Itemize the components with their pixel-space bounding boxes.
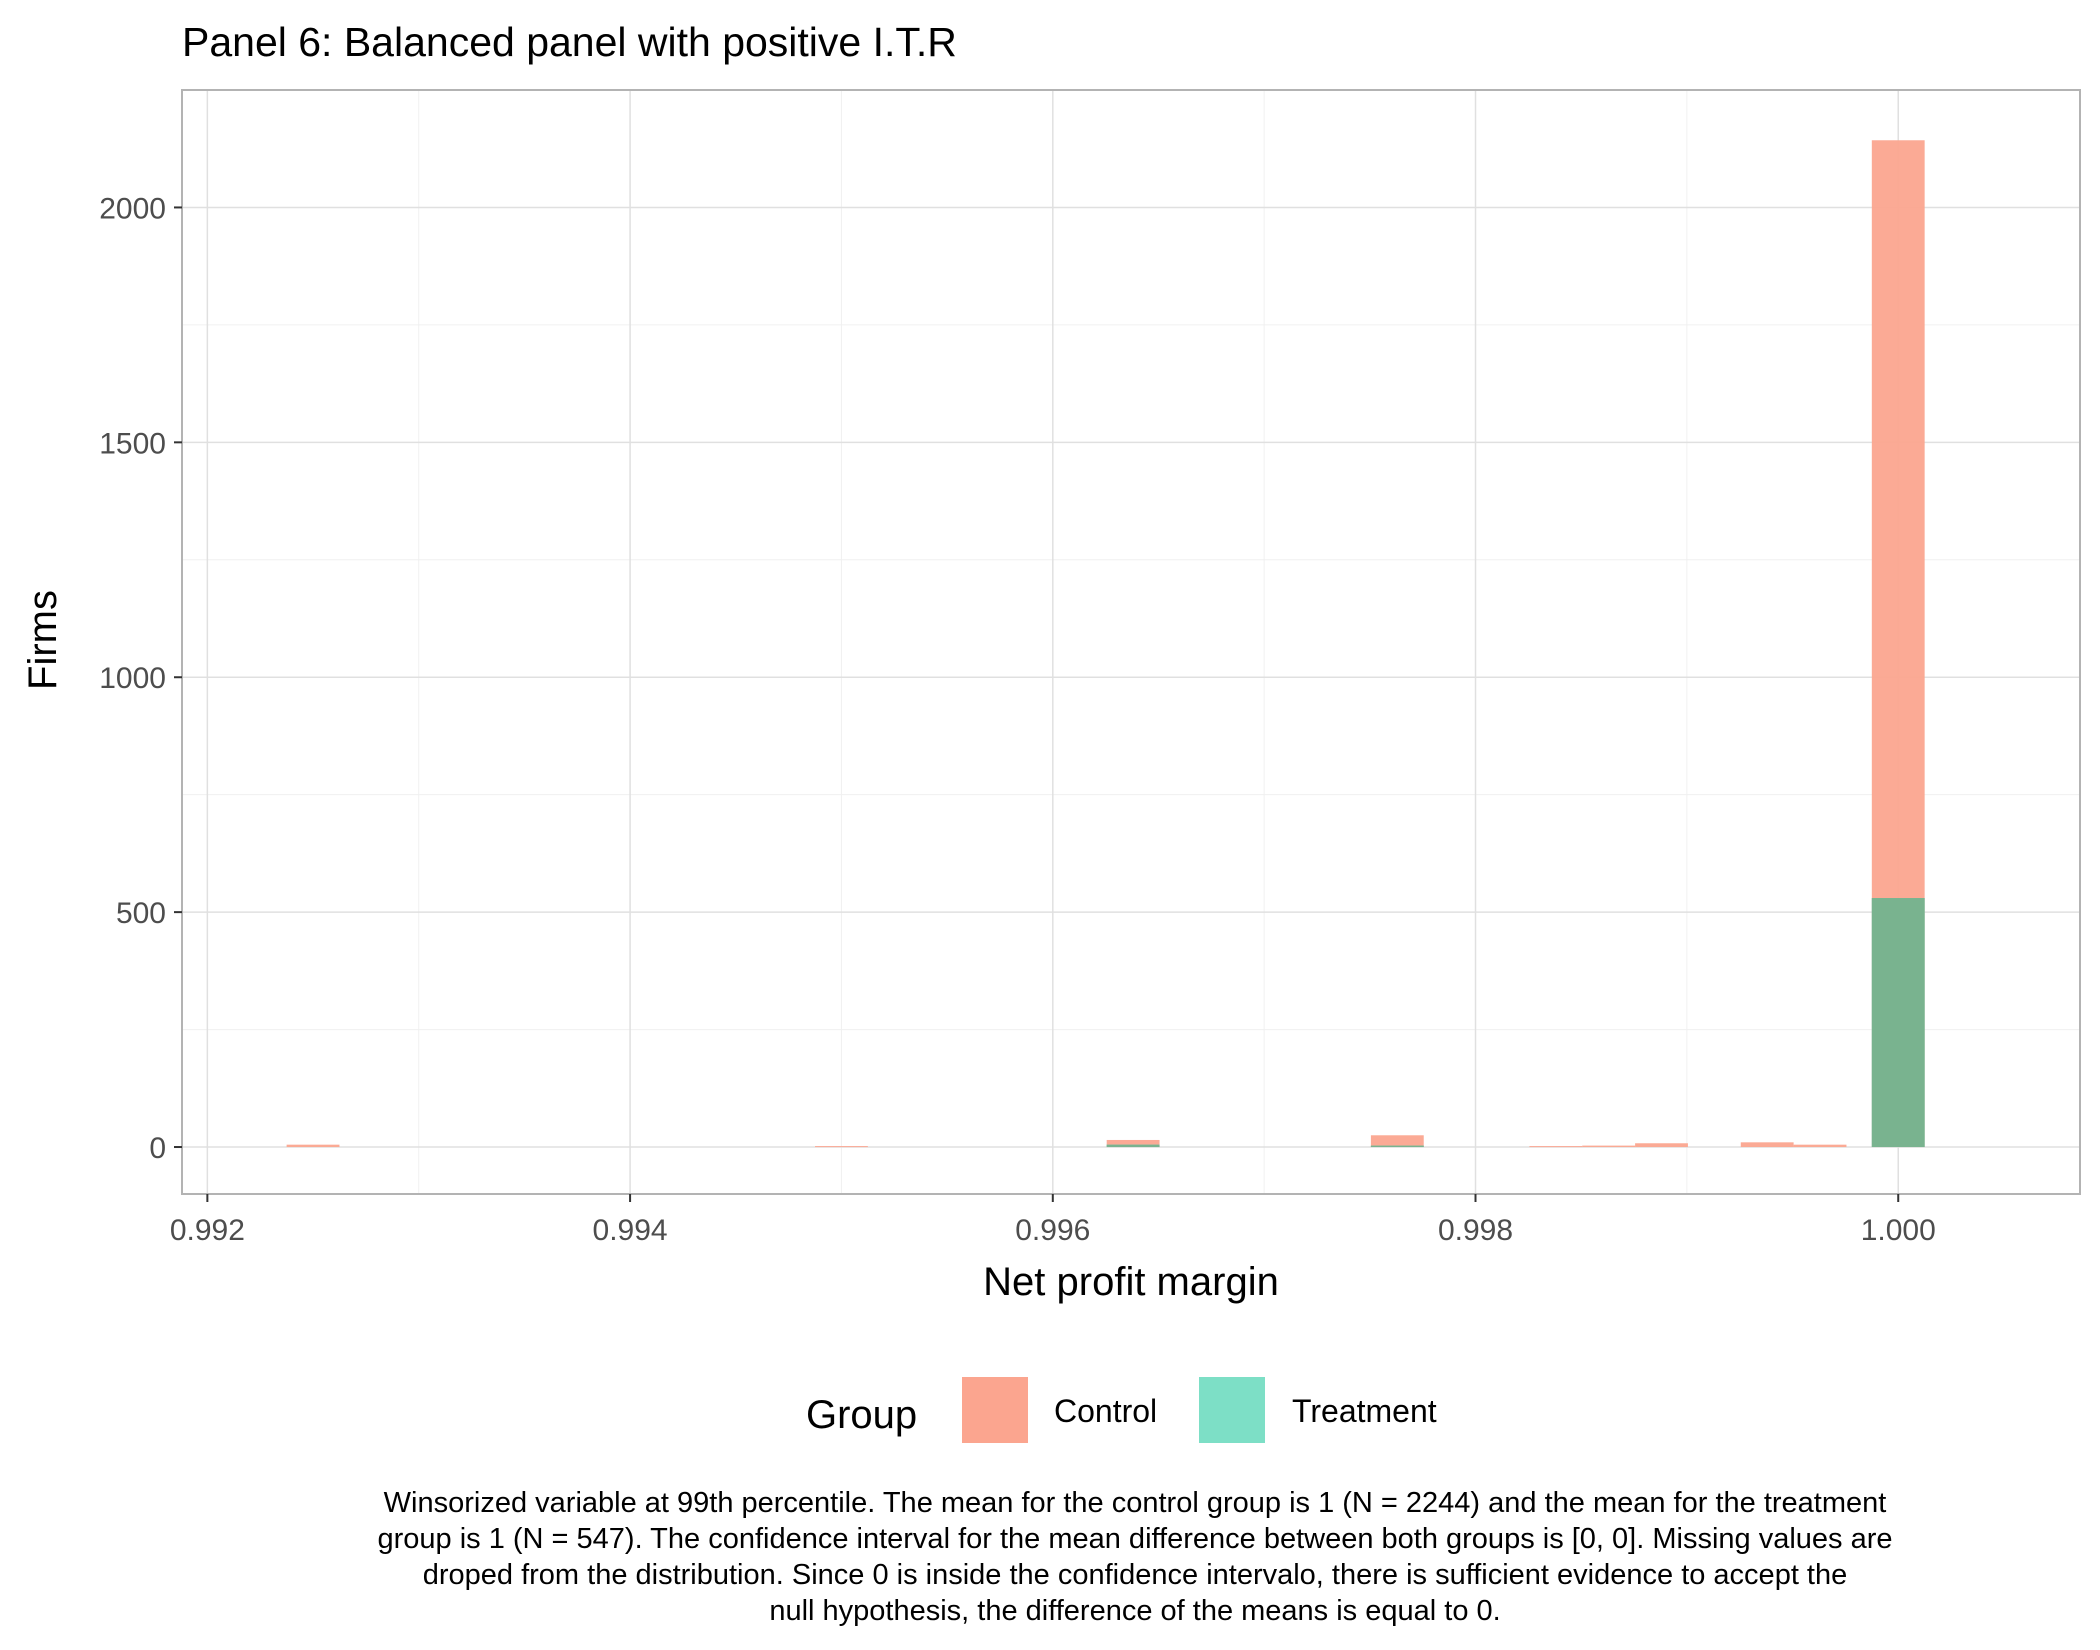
bar-control — [1635, 1143, 1688, 1148]
bar-overlap — [1871, 898, 1925, 1148]
x-axis-ticks: 0.992 0.994 0.996 0.998 1.000 — [170, 1194, 1936, 1247]
minor-gridlines-x — [418, 90, 1688, 1194]
bar-control — [1582, 1145, 1636, 1148]
legend-swatch-treatment — [1199, 1377, 1265, 1443]
bar-control — [1740, 1142, 1794, 1148]
bar-control — [1106, 1139, 1160, 1148]
bar-overlap — [1370, 1145, 1424, 1148]
bar-control — [286, 1144, 340, 1148]
caption-line: Winsorized variable at 99th percentile. … — [383, 1487, 1887, 1519]
bar-control — [1529, 1146, 1583, 1148]
plot-background — [182, 90, 2080, 1194]
y-tick-label: 0 — [149, 1132, 166, 1165]
legend-label-control: Control — [1054, 1393, 1157, 1429]
caption-line: droped from the distribution. Since 0 is… — [422, 1559, 1848, 1591]
chart-title: Panel 6: Balanced panel with positive I.… — [182, 19, 957, 65]
caption-line: null hypothesis, the difference of the m… — [769, 1595, 1501, 1627]
y-tick-label: 1000 — [99, 662, 166, 695]
y-axis-title: Firms — [21, 590, 65, 690]
minor-gridlines-y — [182, 324, 2080, 1031]
histogram-bars — [286, 140, 1925, 1148]
x-tick-label: 0.996 — [1015, 1214, 1090, 1247]
plot-border — [181, 89, 2081, 1195]
x-tick-label: 0.998 — [1438, 1214, 1513, 1247]
y-tick-label: 2000 — [99, 192, 166, 225]
y-tick-label: 500 — [116, 897, 166, 930]
y-axis-ticks: 0 500 1000 1500 2000 — [99, 192, 182, 1165]
bar-control — [815, 1146, 868, 1148]
legend-label-treatment: Treatment — [1292, 1393, 1437, 1429]
bar-overlap — [1106, 1144, 1160, 1148]
legend-swatch-control — [962, 1377, 1028, 1443]
x-axis-title: Net profit margin — [983, 1260, 1279, 1304]
x-tick-label: 0.992 — [170, 1214, 245, 1247]
chart-caption: Winsorized variable at 99th percentile. … — [150, 1485, 2100, 1629]
caption-line: group is 1 (N = 547). The confidence int… — [377, 1523, 1893, 1555]
bar-control — [1793, 1144, 1847, 1148]
bar-control — [1370, 1135, 1424, 1148]
x-tick-label: 0.994 — [593, 1214, 668, 1247]
x-tick-label: 1.000 — [1861, 1214, 1936, 1247]
legend: Group Control Treatment — [806, 1377, 1437, 1443]
legend-title: Group — [806, 1393, 917, 1437]
y-tick-label: 1500 — [99, 427, 166, 460]
